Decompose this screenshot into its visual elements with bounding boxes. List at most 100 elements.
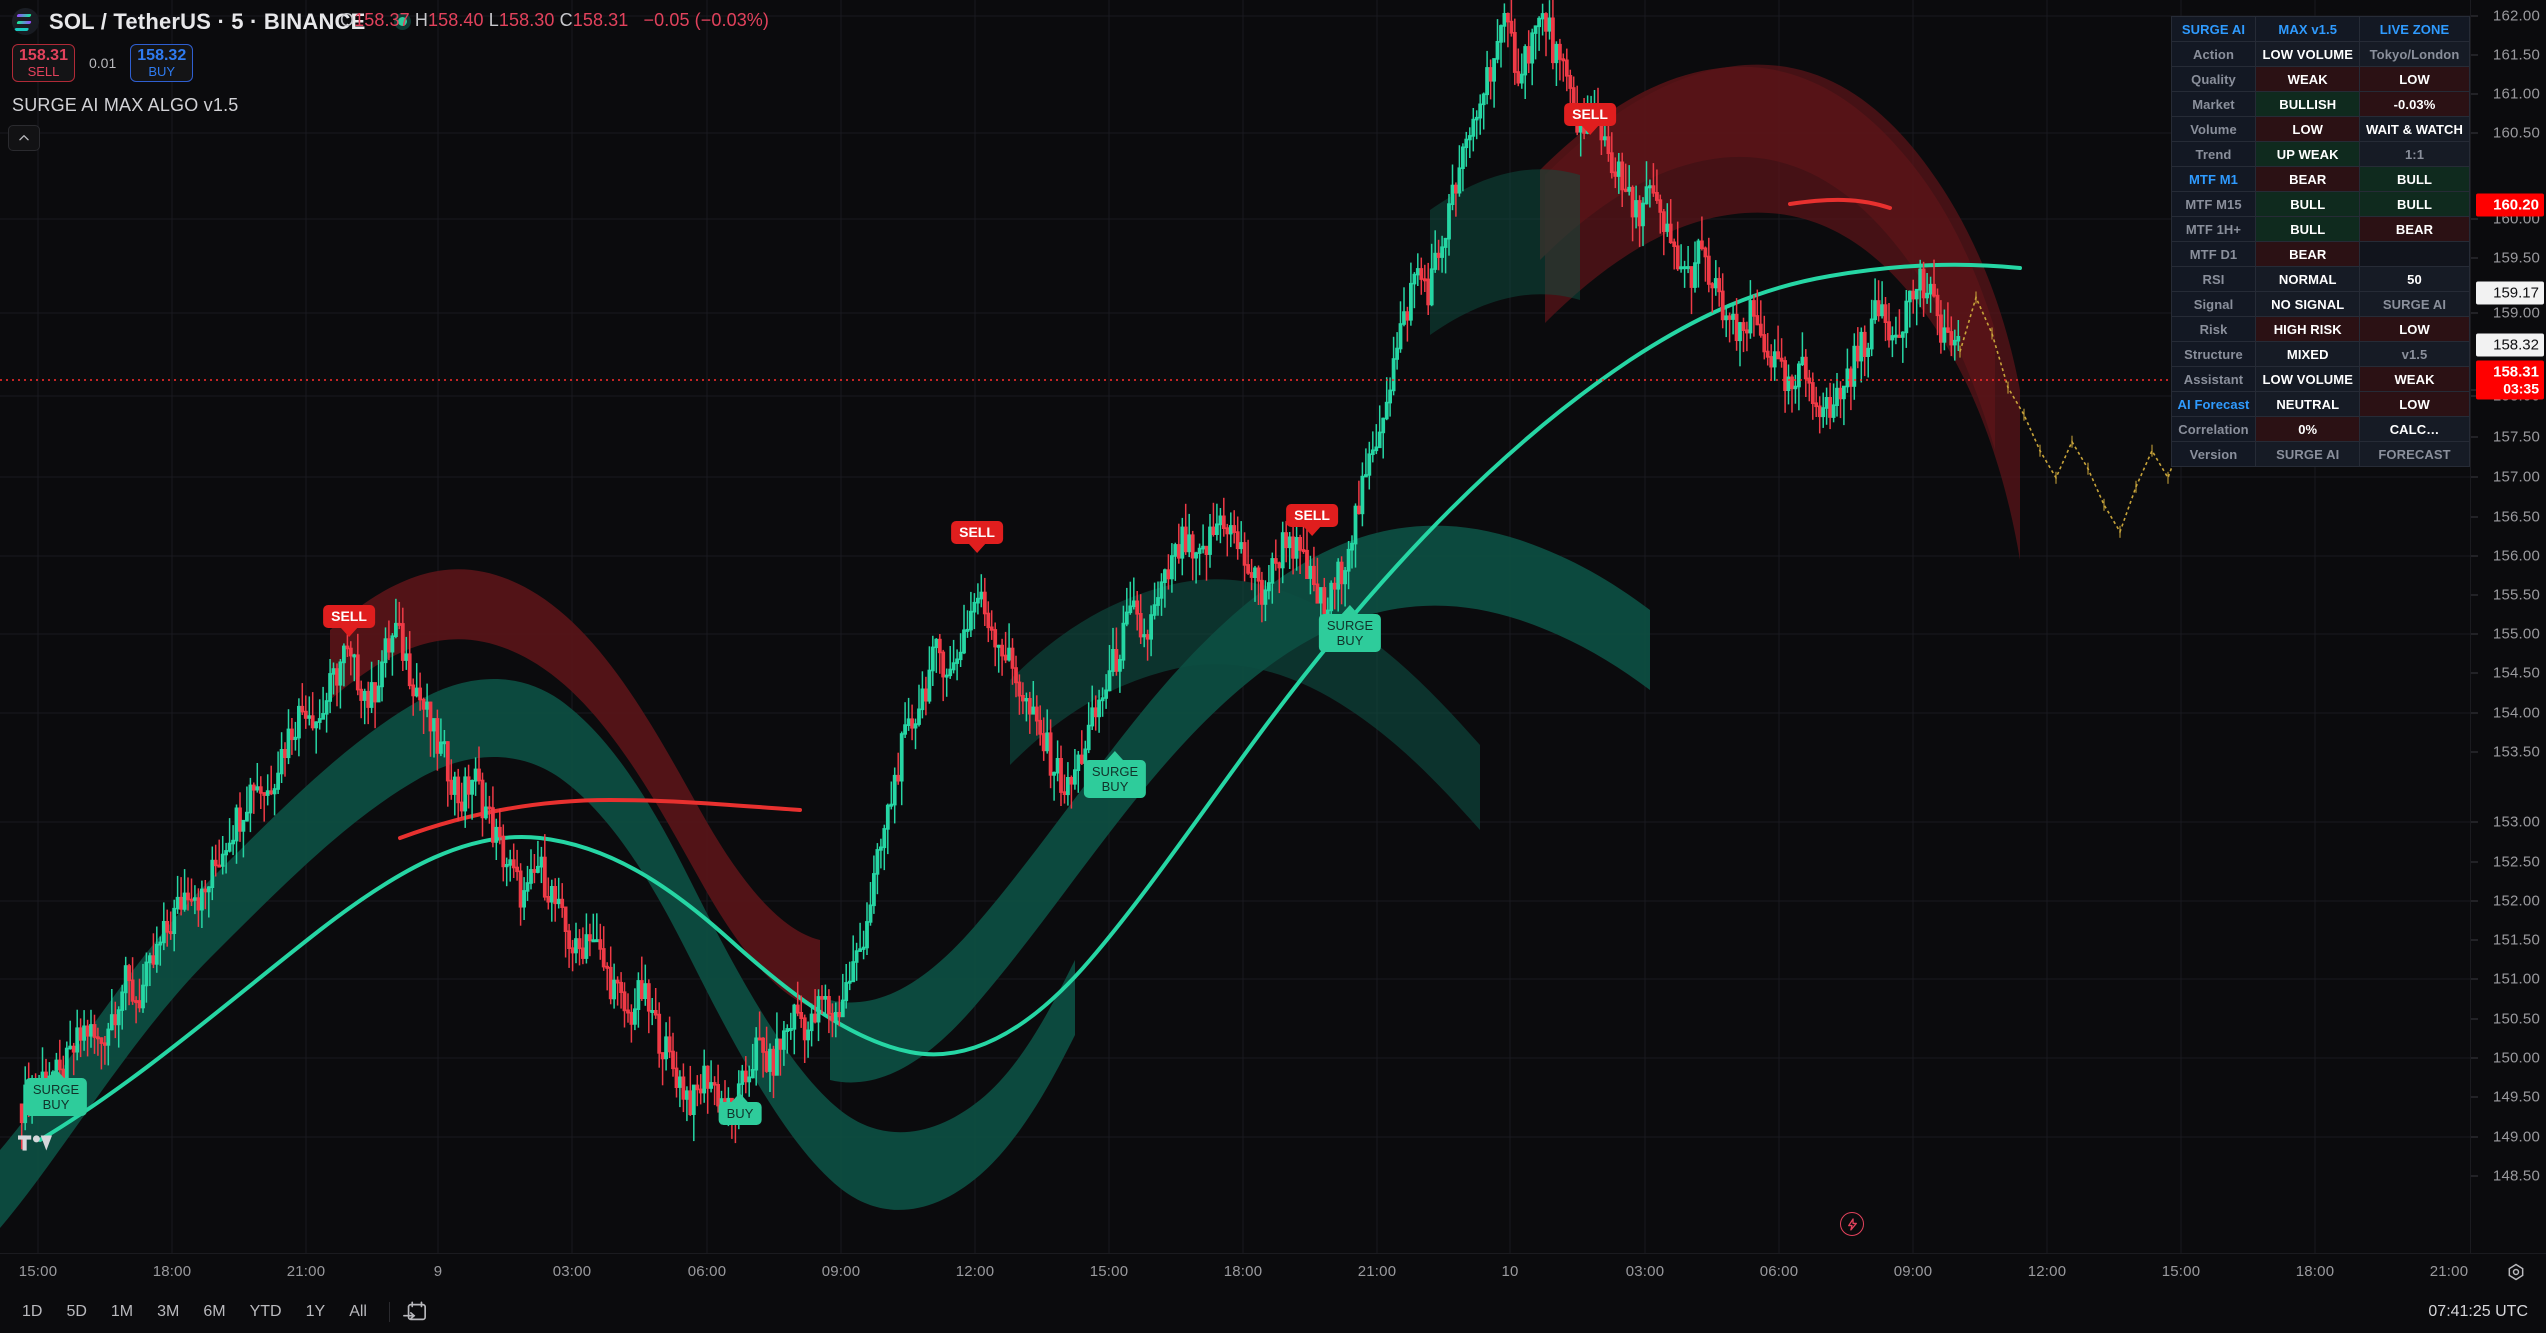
price-tick-mark bbox=[2471, 476, 2478, 478]
price-tick-label: 161.50 bbox=[2492, 46, 2540, 64]
price-tick-label: 152.50 bbox=[2492, 853, 2540, 871]
symbol-title[interactable]: SOL / TetherUS · 5 · BINANCE bbox=[49, 8, 366, 34]
price-tick-mark bbox=[2471, 436, 2478, 438]
dashboard-extra-13: WEAK bbox=[2359, 366, 2470, 392]
dashboard-key-7-text: MTF 1H+ bbox=[2185, 221, 2242, 237]
dashboard-value-12-text: MIXED bbox=[2286, 346, 2329, 362]
price-tick-mark bbox=[2471, 978, 2478, 980]
sell-button[interactable]: 158.31 SELL bbox=[12, 44, 75, 82]
algo-trend-lines bbox=[38, 197, 2022, 1142]
range-button-1y[interactable]: 1Y bbox=[305, 1302, 326, 1320]
dashboard-extra-11: LOW bbox=[2359, 316, 2470, 342]
dashboard-row: Signal NO SIGNAL SURGE AI bbox=[2170, 291, 2470, 317]
time-tick-label: 06:00 bbox=[1759, 1263, 1799, 1280]
dashboard-key-5: MTF M1 bbox=[2170, 166, 2257, 192]
price-tick-label: 148.50 bbox=[2492, 1167, 2540, 1185]
chart-canvas[interactable]: SELL SURGE BUY SELL BUY SURGE BUY SELL SURGE B… bbox=[0, 0, 2470, 1253]
price-tick-label: 151.00 bbox=[2492, 970, 2540, 988]
dashboard-row: Structure MIXED v1.5 bbox=[2170, 341, 2470, 367]
price-tick-mark bbox=[2471, 672, 2478, 674]
dashboard-value-9-text: NORMAL bbox=[2278, 271, 2337, 287]
dashboard-row: Risk HIGH RISK LOW bbox=[2170, 316, 2470, 342]
price-tick-mark bbox=[2471, 93, 2478, 95]
dashboard-row: AI Forecast NEUTRAL LOW bbox=[2170, 391, 2470, 417]
price-axis[interactable]: 162.00 161.50 161.00 160.50 160.00 159.50 159.… bbox=[2470, 0, 2546, 1253]
time-tick-label: 12:00 bbox=[2027, 1263, 2067, 1280]
price-tick-mark bbox=[2471, 594, 2478, 596]
dashboard-key-1: Quality bbox=[2170, 66, 2257, 92]
dashboard-row: Action LOW VOLUME Tokyo/London bbox=[2170, 41, 2470, 67]
dashboard-value-9: NORMAL bbox=[2255, 266, 2360, 292]
range-button-ytd[interactable]: YTD bbox=[249, 1302, 282, 1320]
dashboard-value-16: SURGE AI bbox=[2255, 441, 2360, 467]
price-tick-mark bbox=[2471, 218, 2478, 220]
dashboard-key-14-text: AI Forecast bbox=[2177, 396, 2250, 412]
sell-signal-1: SELL bbox=[323, 605, 375, 637]
dashboard-key-5-text: MTF M1 bbox=[2189, 171, 2238, 187]
replay-rocket-icon[interactable] bbox=[1840, 1212, 1864, 1236]
buy-button[interactable]: 158.32 BUY bbox=[130, 44, 194, 82]
ohlc-readout: O158.37 H158.40 L158.30 C158.31 −0.05 (−… bbox=[340, 8, 769, 33]
dashboard-extra-4-text: 1:1 bbox=[2404, 146, 2425, 162]
dashboard-key-7: MTF 1H+ bbox=[2170, 216, 2257, 242]
timezone-settings-icon[interactable] bbox=[2506, 1262, 2526, 1282]
forecast-high-badge[interactable]: 160.20 bbox=[2476, 193, 2544, 217]
price-tick-label: 149.50 bbox=[2492, 1088, 2540, 1106]
time-tick-label: 09:00 bbox=[821, 1263, 861, 1280]
price-tick-mark bbox=[2471, 1136, 2478, 1138]
price-tick-label: 161.00 bbox=[2492, 85, 2540, 103]
price-tick-label: 159.50 bbox=[2492, 249, 2540, 267]
dashboard-extra-6-text: BULL bbox=[2396, 196, 2433, 212]
dashboard-key-10-text: Signal bbox=[2193, 296, 2234, 312]
time-tick-label: 15:00 bbox=[2161, 1263, 2201, 1280]
dashboard-value-12: MIXED bbox=[2255, 341, 2360, 367]
dashboard-extra-16-text: FORECAST bbox=[2378, 446, 2451, 462]
indicator-title[interactable]: SURGE AI MAX ALGO v1.5 bbox=[12, 95, 239, 115]
price-tick-mark bbox=[2471, 555, 2478, 557]
dashboard-value-3: LOW bbox=[2255, 116, 2360, 142]
price-tick-mark bbox=[2471, 132, 2478, 134]
dashboard-value-15: 0% bbox=[2255, 416, 2360, 442]
range-button-3m[interactable]: 3M bbox=[157, 1302, 180, 1320]
time-tick-label: 18:00 bbox=[2295, 1263, 2335, 1280]
goto-date-icon[interactable] bbox=[402, 1300, 428, 1324]
ohlc-open-value: 158.37 bbox=[354, 10, 410, 30]
dashboard-key-16: Version bbox=[2170, 441, 2257, 467]
time-tick-label: 03:00 bbox=[552, 1263, 592, 1280]
price-tick-label: 156.50 bbox=[2492, 508, 2540, 526]
dashboard-key-12-text: Structure bbox=[2184, 346, 2243, 362]
range-button-all[interactable]: All bbox=[349, 1302, 367, 1320]
dashboard-key-3-text: Volume bbox=[2190, 121, 2237, 137]
crosshair-price-badge[interactable]: 159.17 bbox=[2476, 281, 2544, 305]
dashboard-header-1: SURGE AI bbox=[2170, 16, 2257, 42]
range-button-1d[interactable]: 1D bbox=[22, 1302, 43, 1320]
chevron-up-icon[interactable] bbox=[8, 125, 40, 151]
range-button-5d[interactable]: 5D bbox=[66, 1302, 87, 1320]
price-tick-label: 157.00 bbox=[2492, 468, 2540, 486]
dashboard-value-6: BULL bbox=[2255, 191, 2360, 217]
utc-clock: 07:41:25 UTC bbox=[2428, 1302, 2528, 1320]
range-button-1m[interactable]: 1M bbox=[110, 1302, 134, 1320]
price-tick-label: 162.00 bbox=[2492, 7, 2540, 25]
bottom-toolbar: 1D 5D 1M 3M 6M YTD 1Y All 07:41:25 UTC bbox=[0, 1290, 2546, 1333]
dashboard-extra-12-text: v1.5 bbox=[2401, 346, 2428, 362]
dashboard-value-1: WEAK bbox=[2255, 66, 2360, 92]
price-tick-mark bbox=[2471, 1175, 2478, 1177]
price-tick-mark bbox=[2471, 712, 2478, 714]
dashboard-row: Correlation 0% CALC… bbox=[2170, 416, 2470, 442]
dashboard-value-10-text: NO SIGNAL bbox=[2271, 296, 2345, 312]
range-button-6m[interactable]: 6M bbox=[203, 1302, 226, 1320]
time-tick-label: 18:00 bbox=[152, 1263, 192, 1280]
last-price-badge[interactable]: 158.31 03:35 bbox=[2476, 360, 2544, 400]
dashboard-header-row: SURGE AI MAX v1.5 LIVE ZONE bbox=[2170, 16, 2470, 42]
dashboard-row: Quality WEAK LOW bbox=[2170, 66, 2470, 92]
symbol-row[interactable]: SOL / TetherUS · 5 · BINANCE bbox=[12, 8, 411, 35]
time-axis[interactable]: 15:00 18:00 21:00 9 03:00 06:00 09:00 12:00 15:0… bbox=[0, 1253, 2546, 1290]
dashboard-value-5: BEAR bbox=[2255, 166, 2360, 192]
time-tick-label: 21:00 bbox=[1357, 1263, 1397, 1280]
dashboard-key-16-text: Version bbox=[2189, 446, 2238, 462]
dashboard-extra-3: WAIT & WATCH bbox=[2359, 116, 2470, 142]
dashboard-value-10: NO SIGNAL bbox=[2255, 291, 2360, 317]
ask-price-badge[interactable]: 158.32 bbox=[2476, 333, 2544, 357]
dashboard-header-2: MAX v1.5 bbox=[2255, 16, 2360, 42]
